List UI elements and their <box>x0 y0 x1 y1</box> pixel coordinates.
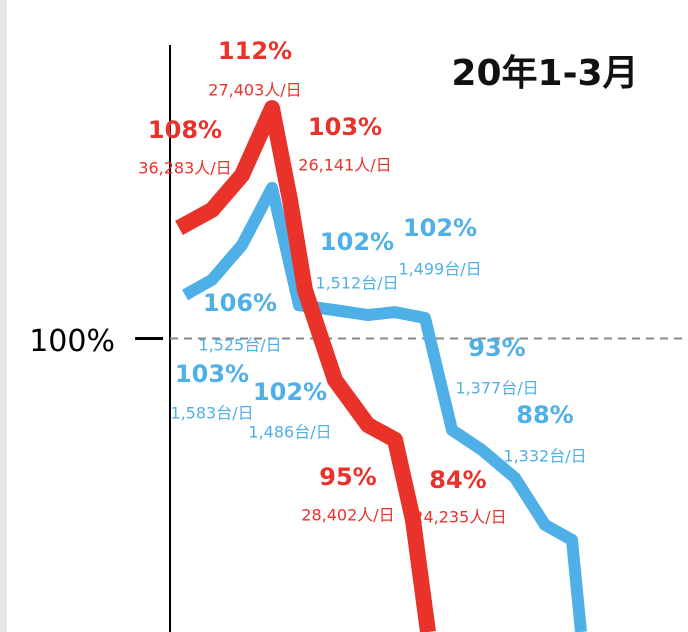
annotation-percent: 102% <box>253 378 327 406</box>
annotation-detail: 1,499台/日 <box>398 260 481 279</box>
annotation-percent: 103% <box>308 113 382 141</box>
series-line <box>182 181 587 632</box>
annotation-detail: 24,235人/日 <box>413 508 506 527</box>
annotation-detail: 1,583台/日 <box>170 404 253 423</box>
series-line <box>175 100 436 632</box>
annotation-detail: 1,332台/日 <box>503 447 586 466</box>
annotation-detail: 36,283人/日 <box>138 159 231 178</box>
annotation-percent: 93% <box>468 334 525 362</box>
y-tick-label: 100% <box>29 324 115 359</box>
annotation-percent: 102% <box>320 228 394 256</box>
annotation-detail: 27,403人/日 <box>208 81 301 100</box>
annotation-detail: 1,525台/日 <box>198 336 281 355</box>
annotation-percent: 103% <box>175 360 249 388</box>
annotation-percent: 112% <box>218 37 292 65</box>
annotation-percent: 95% <box>319 463 376 491</box>
annotation-detail: 1,486台/日 <box>248 423 331 442</box>
annotation-percent: 84% <box>429 466 486 494</box>
annotation-detail: 1,512台/日 <box>315 274 398 293</box>
annotation-detail: 1,377台/日 <box>455 379 538 398</box>
annotation-detail: 28,402人/日 <box>301 506 394 525</box>
annotation-percent: 102% <box>403 214 477 242</box>
period-label: 20年1-3月 <box>451 53 638 94</box>
edge <box>0 0 7 632</box>
annotation-percent: 88% <box>516 401 573 429</box>
annotation-detail: 26,141人/日 <box>298 156 391 175</box>
annotation-percent: 108% <box>148 116 222 144</box>
annotation-percent: 106% <box>203 289 277 317</box>
